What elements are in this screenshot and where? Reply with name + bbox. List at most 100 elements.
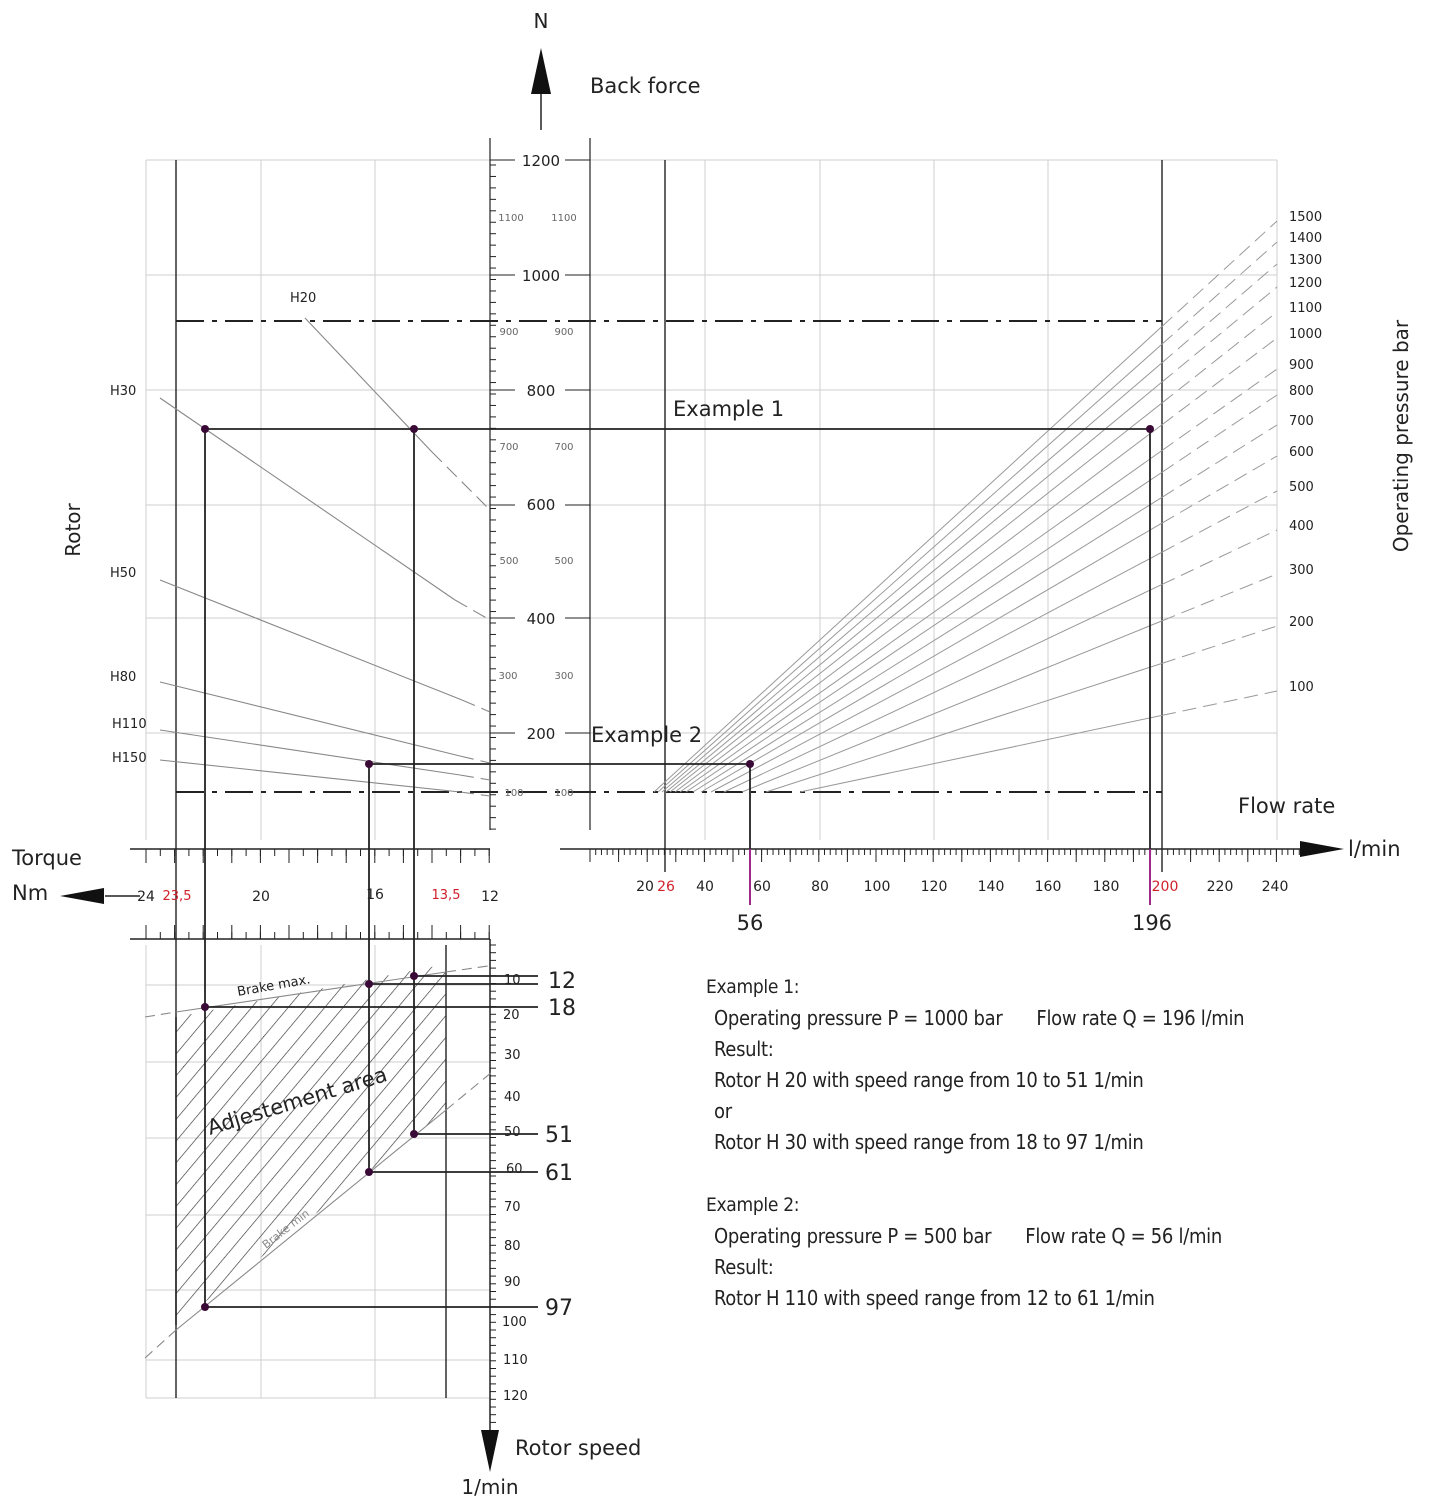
force-minor-label: 900 xyxy=(554,327,573,338)
force-tick-label: 600 xyxy=(527,496,556,514)
speed-tick-label: 10 xyxy=(504,973,521,988)
flow-tick-label: 100 xyxy=(864,879,891,895)
speed-tick-label: 50 xyxy=(504,1125,521,1140)
rotor-axis-label: Rotor xyxy=(61,502,85,556)
speed-tick-labels: 10 20 30 40 50 60 70 80 90 100 110 120 xyxy=(502,973,528,1404)
force-minor-label: 300 xyxy=(554,671,573,682)
torque-tick-labels: 24 20 16 12 23,5 13,5 xyxy=(137,887,499,905)
force-minor-label: 500 xyxy=(554,556,573,567)
example2-text: Example 2: Operating pressure P = 500 ba… xyxy=(706,1190,1222,1314)
pressure-label: 200 xyxy=(1289,615,1314,630)
rotor-label: H80 xyxy=(110,670,136,685)
flow-tick-label: 160 xyxy=(1035,879,1062,895)
tick-marks xyxy=(145,159,1300,1423)
example1-label: Example 1 xyxy=(673,397,784,421)
speed-arrow-icon xyxy=(481,1430,499,1472)
pressure-label: 600 xyxy=(1289,445,1314,460)
speed-axis-unit: 1/min xyxy=(461,1475,518,1499)
force-minor-label: 300 xyxy=(498,671,517,682)
force-minor-label: 1100 xyxy=(551,213,576,224)
flow-tick-label: 60 xyxy=(753,879,771,895)
torque-tick-label: 24 xyxy=(137,889,155,905)
torque-mark-red: 13,5 xyxy=(432,888,461,903)
force-tick-label: 1000 xyxy=(522,267,560,285)
force-minor-label: 700 xyxy=(499,442,518,453)
rotor-line-h30 xyxy=(159,397,456,601)
axis-arrows xyxy=(60,48,1344,1472)
pressure-label: 800 xyxy=(1289,384,1314,399)
example1-flow: Flow rate Q = 196 l/min xyxy=(1036,1006,1245,1030)
speed-result: 18 xyxy=(548,996,576,1021)
pressure-label: 1100 xyxy=(1289,301,1322,316)
example1-line1: Rotor H 20 with speed range from 10 to 5… xyxy=(714,1068,1144,1092)
pressure-axis-label: Operating pressure bar xyxy=(1389,319,1413,552)
pressure-label: 400 xyxy=(1289,519,1314,534)
force-tick-label: 800 xyxy=(527,382,556,400)
force-minor-label: 1100 xyxy=(498,213,523,224)
flow-tick-label: 20 xyxy=(636,879,654,895)
flow-tick-label: 220 xyxy=(1207,879,1234,895)
torque-tick-label: 12 xyxy=(481,889,499,905)
pressure-label: 1400 xyxy=(1289,231,1322,246)
flow-arrow-icon xyxy=(1300,841,1344,857)
rotor-label: H30 xyxy=(110,384,136,399)
force-minor-label: 500 xyxy=(499,556,518,567)
example2-flow: Flow rate Q = 56 l/min xyxy=(1025,1224,1222,1248)
flow-tick-label: 120 xyxy=(921,879,948,895)
pressure-labels: 1500 1400 1300 1200 1100 1000 900 800 70… xyxy=(1289,210,1322,695)
torque-tick-label: 16 xyxy=(366,887,384,903)
flow-tick-label: 240 xyxy=(1262,879,1289,895)
rotor-label: H150 xyxy=(112,751,147,766)
speed-tick-label: 100 xyxy=(502,1315,527,1330)
torque-tick-label: 20 xyxy=(252,889,270,905)
example1-text: Example 1: Operating pressure P = 1000 b… xyxy=(706,972,1245,1158)
speed-result: 12 xyxy=(548,969,576,994)
rotor-line-h80 xyxy=(159,681,461,757)
flow-axis-title: Flow rate xyxy=(1238,794,1335,818)
rotor-line-h50 xyxy=(159,579,463,701)
intersection-points xyxy=(201,425,1154,1311)
rotor-label: H20 xyxy=(290,291,316,306)
rotor-line-h150 xyxy=(159,759,461,793)
speed-tick-label: 40 xyxy=(504,1090,521,1105)
speed-result: 51 xyxy=(545,1123,573,1148)
flow-tick-label: 140 xyxy=(978,879,1005,895)
flow-axis-unit: l/min xyxy=(1348,837,1401,861)
flow-tick-labels: 20 40 60 80 100 120 140 160 180 220 240 … xyxy=(636,879,1288,935)
example2-label: Example 2 xyxy=(591,723,702,747)
rotor-lines xyxy=(159,317,491,797)
rotor-label: H110 xyxy=(112,717,147,732)
torque-axis-unit: Nm xyxy=(12,881,48,905)
pressure-label: 500 xyxy=(1289,480,1314,495)
dash-dot-limits xyxy=(176,320,1162,793)
torque-axis-title: Torque xyxy=(11,846,82,870)
example2-pressure: Operating pressure P = 500 bar xyxy=(714,1224,992,1248)
speed-tick-label: 30 xyxy=(504,1048,521,1063)
force-minor-label: 100 xyxy=(554,788,573,799)
force-minor-label: 900 xyxy=(499,327,518,338)
pressure-label: 100 xyxy=(1289,680,1314,695)
flow-tick-label: 40 xyxy=(696,879,714,895)
speed-tick-label: 20 xyxy=(503,1008,520,1023)
grid xyxy=(145,159,1278,1399)
speed-tick-label: 60 xyxy=(506,1162,523,1177)
example2-result: Result: xyxy=(714,1255,774,1279)
rotor-line-h110 xyxy=(159,729,461,776)
example2-line1: Rotor H 110 with speed range from 12 to … xyxy=(714,1286,1155,1310)
pressure-lines xyxy=(653,220,1278,793)
rotor-label: H50 xyxy=(110,566,136,581)
speed-tick-label: 90 xyxy=(504,1275,521,1290)
force-arrow-icon xyxy=(531,48,551,94)
flow-result: 56 xyxy=(737,911,764,935)
torque-mark-red: 23,5 xyxy=(163,889,192,904)
speed-results: 12 18 51 61 97 xyxy=(545,969,576,1321)
speed-tick-label: 110 xyxy=(503,1353,528,1368)
example1-title: Example 1: xyxy=(706,976,800,998)
force-minor-label: 100 xyxy=(504,788,523,799)
example2-title: Example 2: xyxy=(706,1194,800,1216)
flow-mark-red: 200 xyxy=(1152,879,1179,895)
speed-result: 61 xyxy=(545,1161,573,1186)
pressure-label: 1300 xyxy=(1289,253,1322,268)
